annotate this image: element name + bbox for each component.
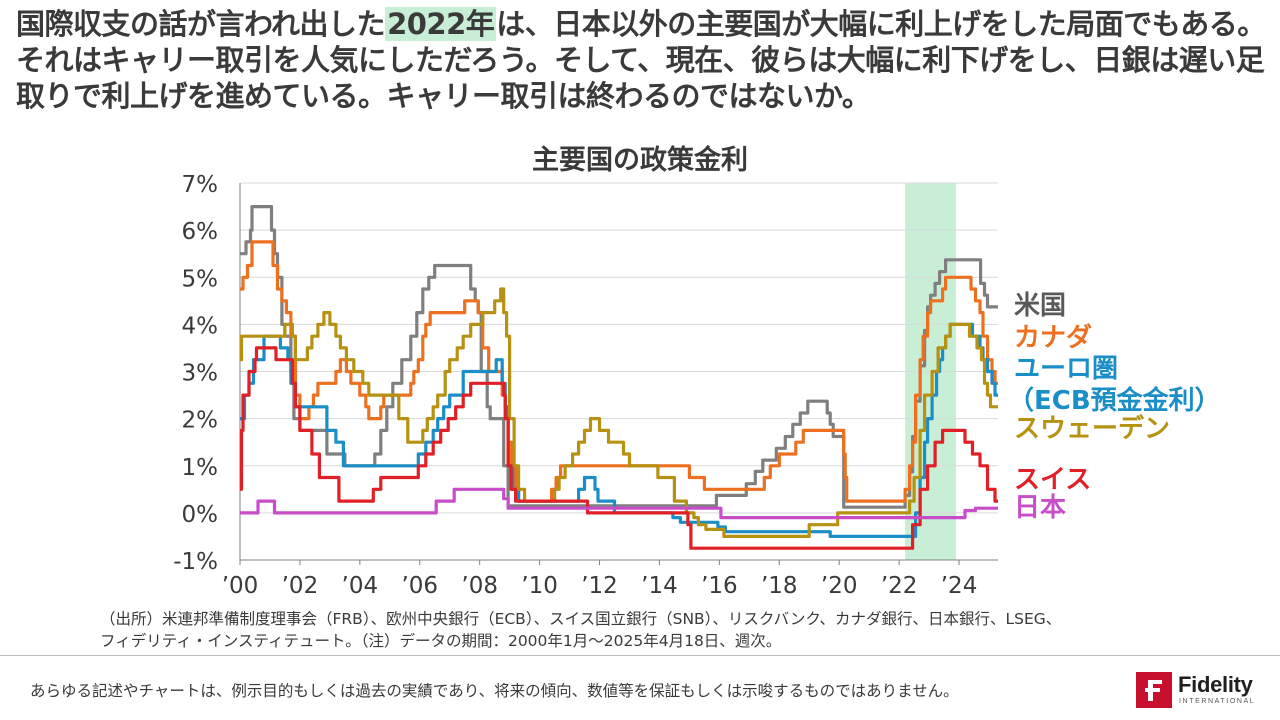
series-line-0 [240,205,998,509]
legend-label: スイス [1014,465,1091,495]
policy-rate-chart: -1% 0% 1% 2% 3% 4% 5% 6% 7% ’00 ’02 ’04 ’06 ’08 ’10 ’12… [173,172,1221,599]
x-tick-label: ’10 [521,573,558,599]
x-tick-label: ’04 [342,573,379,599]
x-tick-label: ’24 [941,573,978,599]
series-line-4 [239,346,998,550]
legend-label: ユーロ圏 [1014,354,1118,384]
source-note-line-2: フィデリティ・インスティテュート。（注）データの期間：2000年1月～2025年… [100,632,782,650]
x-tick-label: ’18 [761,573,798,599]
footer-divider [0,655,1280,656]
headline: 国際収支の話が言われ出した2022年は、日本以外の主要国が大幅に利上げをした局面… [16,6,1266,114]
legend-label: スウェーデン [1014,413,1170,444]
headline-before: 国際収支の話が言われ出した [16,7,386,41]
y-tick-label: 4% [182,313,219,339]
y-tick-label: 5% [182,266,219,292]
x-tick-label: ’08 [461,573,498,599]
fidelity-logo: Fidelity INTERNATIONAL [1136,670,1276,710]
legend-label: カナダ [1014,322,1092,353]
x-tick-label: ’14 [641,573,678,599]
headline-after: は、日本以外の主要国が大幅に利上げをした局面でもある。それはキャリー取引を人気に… [16,7,1266,113]
series-line-3 [239,287,998,538]
x-tick-label: ’20 [821,573,858,599]
logo-name: Fidelity [1178,672,1253,697]
legend-label: （ECB預金金利） [1008,385,1221,416]
source-notes: （出所）米連邦準備制度理事会（FRB）、欧州中央銀行（ECB）、スイス国立銀行（… [100,608,1200,652]
logo-subtitle: INTERNATIONAL [1179,698,1256,705]
source-note-line-1: （出所）米連邦準備制度理事会（FRB）、欧州中央銀行（ECB）、スイス国立銀行（… [100,610,1062,628]
x-tick-label: ’06 [401,573,438,599]
x-tick-label: ’22 [881,573,918,599]
legend-label: 米国 [1014,291,1066,321]
headline-highlight: 2022年 [385,7,497,41]
y-tick-label: 2% [182,408,219,434]
x-tick-label: ’12 [581,573,618,599]
x-tick-label: ’16 [701,573,738,599]
legend-label: 日本 [1014,493,1066,523]
y-tick-label: 3% [182,361,219,387]
y-tick-label: 6% [182,219,219,245]
y-tick-label: -1% [173,549,218,575]
x-tick-label: ’00 [222,573,259,599]
y-tick-label: 0% [182,502,219,528]
x-tick-label: ’02 [282,573,319,599]
chart-title: 主要国の政策金利 [532,145,748,176]
disclaimer: あらゆる記述やチャートは、例示目的もしくは過去の実績であり、将来の傾向、数値等を… [30,682,959,700]
fidelity-logo-mark [1136,672,1172,708]
y-tick-label: 7% [182,172,219,198]
series-line-5 [240,487,998,520]
y-tick-label: 1% [182,455,219,481]
